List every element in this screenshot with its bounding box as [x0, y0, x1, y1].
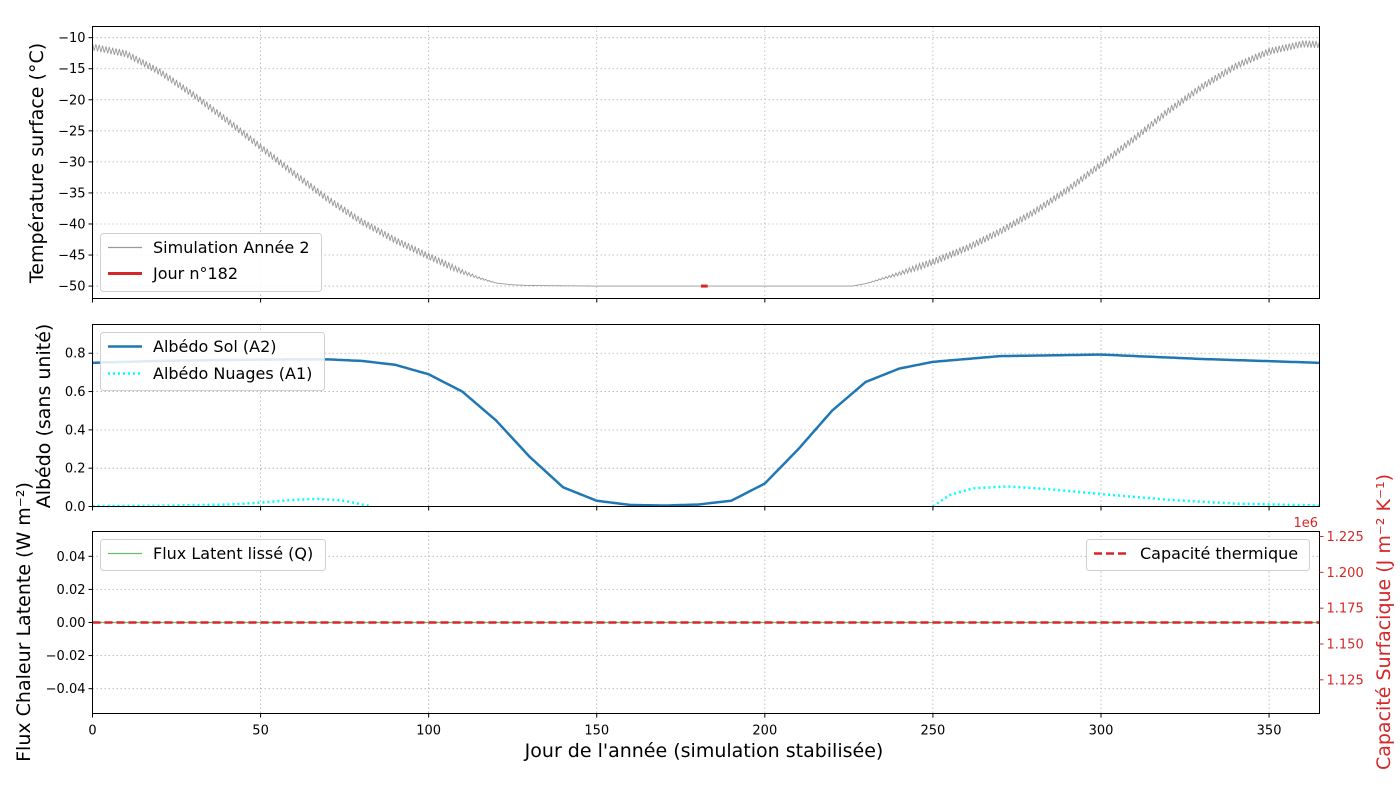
legend-latent-flux: Flux Latent lissé (Q) [153, 544, 313, 563]
y-tick-label: −0.02 [46, 649, 86, 664]
right-y-tick-label: 1.175 [1327, 602, 1364, 617]
right-y-tick-label: 1.125 [1327, 673, 1364, 688]
y-tick-label: −20 [58, 93, 85, 108]
x-tick-label: 0 [88, 724, 96, 739]
temperature-panel-frame [92, 26, 1320, 299]
x-tick-label: 50 [252, 724, 269, 739]
y-tick-label: −10 [58, 31, 85, 46]
legend-heat-capacity: Capacité thermique [1140, 544, 1298, 563]
x-tick-label: 150 [584, 724, 609, 739]
y-tick-label: 0.00 [57, 616, 86, 631]
y-tick-label: −15 [58, 62, 85, 77]
albedo-clouds-line [92, 497, 372, 508]
x-tick-label: 200 [752, 724, 777, 739]
heat-capacity-legend: Capacité thermique [1086, 539, 1310, 571]
right-axis-offset-label: 1e6 [1293, 516, 1318, 531]
y-tick-label: 0.4 [65, 423, 86, 438]
right-y-tick-label: 1.200 [1327, 566, 1364, 581]
albedo-panel-frame [92, 324, 1320, 507]
y-tick-label: −25 [58, 124, 85, 139]
latent-flux-ylabel: Flux Chaleur Latente (W m⁻²) [13, 482, 35, 762]
y-tick-label: −50 [58, 280, 85, 295]
latent-flux-legend: Flux Latent lissé (Q) [100, 539, 326, 571]
legend-albedo-ground: Albédo Sol (A2) [153, 337, 277, 356]
y-tick-label: 0.2 [65, 462, 86, 477]
y-tick-label: −30 [58, 155, 85, 170]
y-tick-label: 0.8 [65, 347, 86, 362]
right-y-tick-label: 1.150 [1327, 637, 1364, 652]
y-tick-label: −0.04 [46, 682, 86, 697]
temperature-ylabel: Température surface (°C) [26, 43, 48, 284]
temperature-plot [92, 40, 1320, 288]
x-tick-label: 100 [416, 724, 441, 739]
albedo-ylabel: Albédo (sans unité) [33, 324, 55, 509]
y-tick-label: 0.0 [65, 500, 86, 515]
y-tick-label: −45 [58, 249, 85, 264]
legend-simulation: Simulation Année 2 [153, 238, 310, 257]
y-tick-label: 0.02 [57, 583, 86, 598]
y-tick-label: −35 [58, 186, 85, 201]
x-tick-label: 300 [1089, 724, 1114, 739]
heat-capacity-ylabel: Capacité Surfacique (J m⁻² K⁻¹) [1373, 474, 1395, 770]
y-tick-label: −40 [58, 217, 85, 232]
temperature-legend: Simulation Année 2 Jour n°182 [100, 233, 322, 292]
y-tick-label: 0.6 [65, 385, 86, 400]
y-tick-label: 0.04 [57, 550, 86, 565]
legend-day-marker: Jour n°182 [152, 264, 238, 283]
legend-albedo-clouds: Albédo Nuages (A1) [153, 364, 312, 383]
x-tick-label: 250 [920, 724, 945, 739]
x-tick-label: 350 [1257, 724, 1282, 739]
right-y-tick-label: 1.225 [1327, 530, 1364, 545]
albedo-legend: Albédo Sol (A2) Albédo Nuages (A1) [100, 332, 325, 391]
albedo-clouds-line [932, 485, 1320, 508]
x-axis-label: Jour de l'année (simulation stabilisée) [524, 740, 884, 762]
